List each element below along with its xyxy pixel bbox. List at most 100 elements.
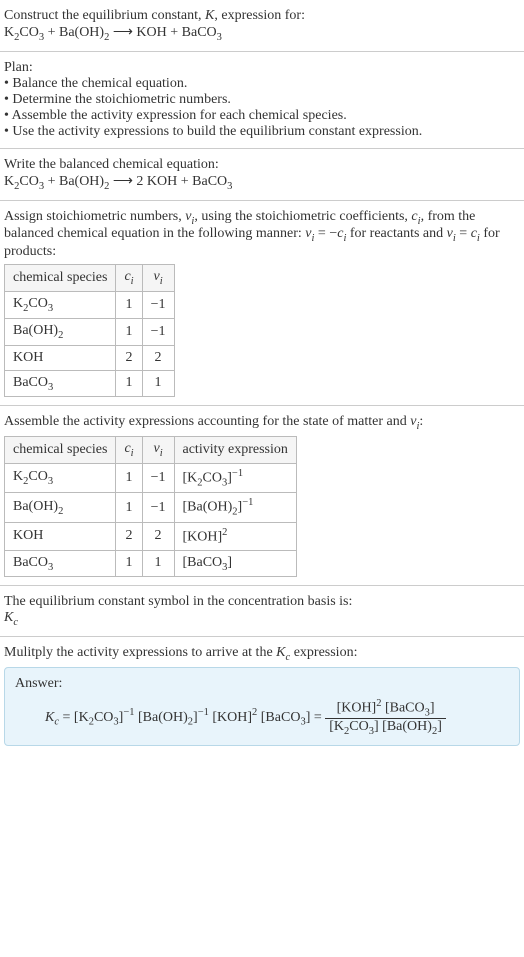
td-activity: [K2CO3]−1 [174, 463, 296, 492]
td-v: 1 [142, 370, 174, 397]
b-lhs-b: Ba(OH) [59, 174, 104, 189]
sp: BaCO [13, 375, 48, 390]
numerator: [KOH]2 [BaCO3] [325, 698, 446, 719]
th-activity: activity expression [174, 437, 296, 464]
td-c: 1 [116, 370, 142, 397]
t4o: [BaCO [261, 710, 301, 725]
asup: −1 [242, 497, 253, 508]
answer-label: Answer: [15, 676, 509, 692]
answer-box: Answer: Kc = [K2CO3]−1 [Ba(OH)2]−1 [KOH]… [4, 667, 520, 746]
a-kc-b: K [45, 710, 54, 725]
plan-bullet-2: • Determine the stoichiometric numbers. [4, 92, 520, 108]
m: CO [28, 469, 47, 484]
td-activity: [BaCO3] [174, 550, 296, 577]
th-vi: νi [142, 265, 174, 292]
sp-s2: 3 [48, 303, 53, 314]
r-a-mid: CO [19, 25, 38, 40]
dbc: ] [437, 719, 442, 734]
ao: [K [183, 471, 198, 486]
b-plus2: + [177, 174, 192, 189]
ac-b: : [419, 414, 423, 429]
td-species: KOH [5, 522, 116, 550]
sp-s1: 3 [48, 381, 53, 392]
td-c: 1 [116, 493, 142, 522]
th-ci-s: i [131, 276, 134, 287]
dam: CO [349, 719, 368, 734]
asup: −1 [232, 468, 243, 479]
th-species: chemical species [5, 437, 116, 464]
td-activity: [Ba(OH)2]−1 [174, 493, 296, 522]
b-arrow: ⟶ [109, 174, 136, 189]
symbol-kc: Kc [4, 610, 520, 628]
t2o: [Ba(OH) [138, 710, 188, 725]
b-lhs-a-mid: CO [19, 174, 38, 189]
plan-bullet-1: • Balance the chemical equation. [4, 76, 520, 92]
ao: [KOH [183, 530, 218, 545]
answer-equation: Kc = [K2CO3]−1 [Ba(OH)2]−1 [KOH]2 [BaCO3… [15, 698, 509, 737]
intro-section: Construct the equilibrium constant, K, e… [0, 0, 524, 52]
th-vi-s: i [160, 276, 163, 287]
t1m: CO [94, 710, 113, 725]
td-c: 2 [116, 522, 142, 550]
td-c: 2 [116, 345, 142, 370]
s1: 3 [48, 561, 53, 572]
td-species: K2CO3 [5, 463, 116, 492]
ac-a: Assemble the activity expressions accoun… [4, 414, 410, 429]
intro-text-b: , expression for: [214, 8, 305, 23]
as-a: Assign stoichiometric numbers, [4, 209, 185, 224]
table-row: Ba(OH)2 1 −1 [Ba(OH)2]−1 [5, 493, 297, 522]
ac: ] [227, 555, 232, 570]
sp: Ba(OH) [13, 323, 58, 338]
th-vi: νi [142, 437, 174, 464]
table-row: BaCO3 1 1 [5, 370, 175, 397]
td-v: −1 [142, 493, 174, 522]
table-row: BaCO3 1 1 [BaCO3] [5, 550, 297, 577]
td-v: 2 [142, 522, 174, 550]
a-eq2: = [310, 710, 325, 725]
t1sup: −1 [123, 707, 134, 718]
as-d: for reactants and [346, 226, 446, 241]
plan-bullet-3: • Assemble the activity expression for e… [4, 108, 520, 124]
table-row: Ba(OH)2 1 −1 [5, 318, 175, 345]
table-row: KOH 2 2 [5, 345, 175, 370]
nb: [BaCO [385, 701, 425, 716]
td-c: 1 [116, 318, 142, 345]
h3s: i [160, 448, 163, 459]
denominator: [K2CO3] [Ba(OH)2] [325, 719, 446, 737]
intro-K: K [205, 8, 214, 23]
plan-title: Plan: [4, 60, 520, 76]
product-b: BaCO3 [182, 25, 222, 40]
b-rhs-b: BaCO [192, 174, 227, 189]
assign-text: Assign stoichiometric numbers, νi, using… [4, 209, 520, 261]
activity-text: Assemble the activity expressions accoun… [4, 414, 520, 432]
td-species: Ba(OH)2 [5, 493, 116, 522]
sp: K [13, 469, 23, 484]
th-species: chemical species [5, 265, 116, 292]
td-species: K2CO3 [5, 291, 116, 318]
symbol-section: The equilibrium constant symbol in the c… [0, 586, 524, 637]
m-a: Mulitply the activity expressions to arr… [4, 645, 276, 660]
h2s: i [131, 448, 134, 459]
th-ci: ci [116, 265, 142, 292]
arrow: ⟶ [109, 25, 136, 40]
td-species: KOH [5, 345, 116, 370]
s2: 3 [48, 476, 53, 487]
td-v: −1 [142, 291, 174, 318]
intro-line: Construct the equilibrium constant, K, e… [4, 8, 520, 24]
td-species: BaCO3 [5, 550, 116, 577]
dac: ] [374, 719, 379, 734]
am: CO [203, 471, 222, 486]
kc-b: K [4, 610, 13, 625]
as-b: , using the stoichiometric coefficients, [194, 209, 411, 224]
stoich-table: chemical species ci νi K2CO3 1 −1 Ba(OH)… [4, 264, 175, 397]
db: [Ba(OH) [382, 719, 432, 734]
intro-text-a: Construct the equilibrium constant, [4, 8, 205, 23]
nbc: ] [430, 701, 435, 716]
table-row: K2CO3 1 −1 [K2CO3]−1 [5, 463, 297, 492]
balanced-title: Write the balanced chemical equation: [4, 157, 520, 173]
asup: 2 [222, 527, 227, 538]
b-rhs-a: KOH [147, 174, 177, 189]
table-row: chemical species ci νi [5, 265, 175, 292]
na: [KOH] [337, 701, 377, 716]
table-row: KOH 2 2 [KOH]2 [5, 522, 297, 550]
